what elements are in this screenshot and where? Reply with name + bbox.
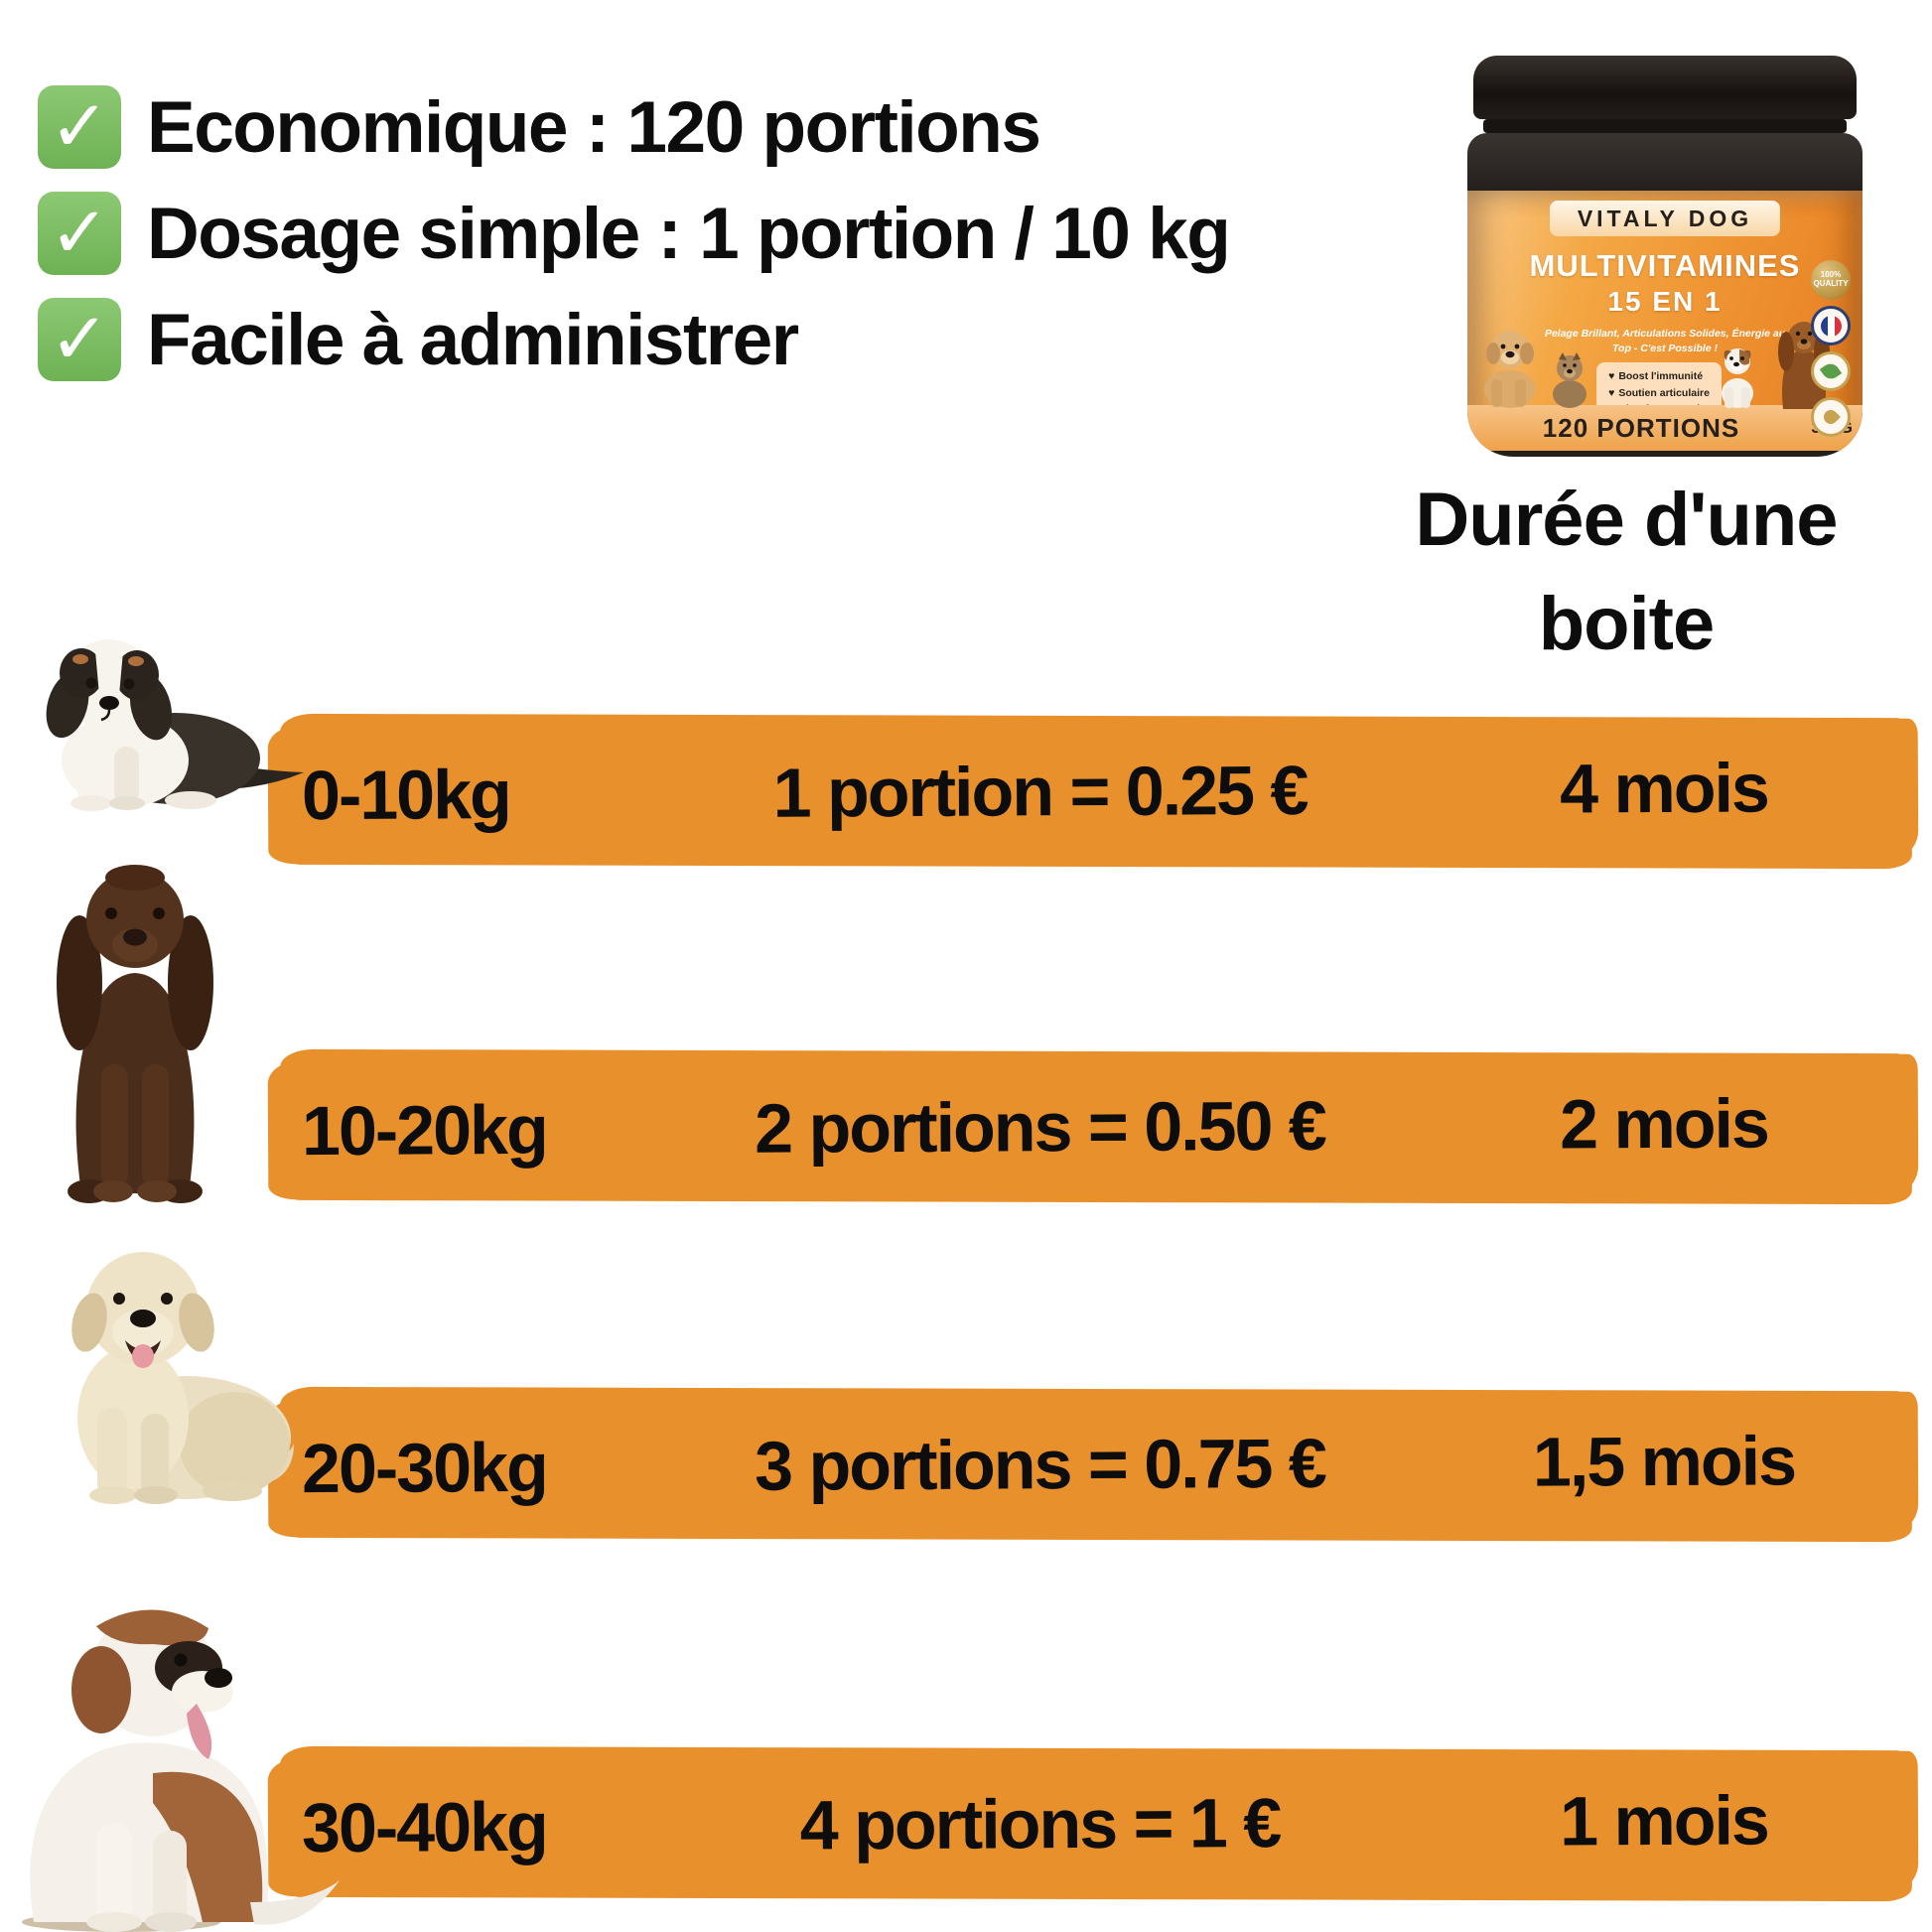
portions-count: 120 PORTIONS — [1542, 412, 1740, 443]
weight-range: 20-30kg — [301, 1428, 547, 1508]
benefit-text: Facile à administrer — [147, 299, 799, 380]
gold-seal-badge-icon — [1811, 397, 1851, 437]
green-check-icon: ✓ — [38, 85, 121, 169]
box-duration: 1,5 mois — [1532, 1422, 1796, 1501]
benefit-item: ✓ Facile à administrer — [38, 296, 1229, 383]
natural-leaf-badge-icon — [1811, 351, 1851, 391]
product-subtitle: 15 EN 1 — [1607, 286, 1723, 317]
weight-range: 10-20kg — [301, 1090, 547, 1171]
benefits-list: ✓ Economique : 120 portions ✓ Dosage sim… — [38, 83, 1231, 402]
label-bottom-band: 120 PORTIONS 300G — [1467, 405, 1863, 451]
duration-heading-line1: Durée d'une — [1415, 478, 1838, 562]
green-check-icon: ✓ — [38, 192, 121, 275]
benefit-text: Economique : 120 portions — [147, 86, 1041, 168]
cavalier-king-charles-photo — [46, 639, 304, 811]
product-jar-image: VITALY DOG MULTIVITAMINES 15 EN 1 Pelage… — [1467, 52, 1866, 461]
yorkshire-terrier-icon — [1553, 352, 1587, 408]
portion-cost: 2 portions = 0.50 € — [754, 1086, 1326, 1168]
duration-heading-line2: boite — [1538, 581, 1716, 666]
jar-body: VITALY DOG MULTIVITAMINES 15 EN 1 Pelage… — [1467, 133, 1863, 457]
dosage-row-10-20kg: 10-20kg 2 portions = 0.50 € 2 mois — [267, 1053, 1919, 1200]
tagline-line2: Top - C'est Possible ! — [1612, 342, 1718, 354]
box-duration: 4 mois — [1559, 749, 1769, 828]
heart-bullet-icon: ♥ — [1608, 370, 1615, 383]
portion-cost: 4 portions = 1 € — [799, 1784, 1281, 1864]
french-flag-icon — [1820, 315, 1842, 337]
dosage-row-20-30kg: 20-30kg 3 portions = 0.75 € 1,5 mois — [267, 1391, 1919, 1538]
benefit-item: ✓ Economique : 120 portions — [38, 83, 1229, 171]
product-title: MULTIVITAMINES — [1529, 248, 1801, 283]
feature-text: Soutien articulaire — [1618, 386, 1710, 399]
france-flag-badge-icon — [1811, 306, 1851, 345]
weight-range: 0-10kg — [301, 756, 511, 835]
weight-range: 30-40kg — [301, 1787, 547, 1867]
product-tagline: Pelage Brillant, Articulations Solides, … — [1545, 327, 1785, 355]
benefit-text: Dosage simple : 1 portion / 10 kg — [147, 193, 1231, 274]
feature-text: Boost l'immunité — [1618, 370, 1704, 383]
benefit-item: ✓ Dosage simple : 1 portion / 10 kg — [38, 190, 1231, 277]
jar-lid-lip — [1483, 119, 1847, 133]
duration-heading: Durée d'une boite — [1320, 469, 1932, 677]
box-duration: 1 mois — [1559, 1781, 1769, 1861]
portion-cost: 1 portion = 0.25 € — [772, 751, 1308, 832]
feature-line: ♥ Boost l'immunité — [1608, 368, 1710, 384]
label-badges: 100% QUALITY — [1811, 260, 1851, 437]
jar-lid — [1473, 56, 1857, 119]
heart-bullet-icon: ♥ — [1608, 386, 1615, 399]
golden-retriever-icon — [1484, 331, 1536, 408]
green-check-icon: ✓ — [38, 298, 121, 381]
brand-banner: VITALY DOG — [1550, 201, 1780, 236]
dosage-row-0-10kg: 0-10kg 1 portion = 0.25 € 4 mois — [267, 718, 1919, 865]
premium-quality-badge-icon: 100% QUALITY — [1811, 260, 1851, 300]
cream-labrador-photo — [71, 1252, 294, 1504]
tagline-line1: Pelage Brillant, Articulations Solides, … — [1544, 328, 1786, 340]
feature-line: ♥ Soutien articulaire — [1608, 385, 1710, 401]
portion-cost: 3 portions = 0.75 € — [754, 1424, 1326, 1505]
saint-bernard-photo — [22, 1609, 340, 1932]
brown-cocker-spaniel-photo — [57, 865, 213, 1203]
jar-label: VITALY DOG MULTIVITAMINES 15 EN 1 Pelage… — [1467, 191, 1863, 451]
dosage-row-30-40kg: 30-40kg 4 portions = 1 € 1 mois — [267, 1750, 1919, 1897]
jack-russell-icon — [1722, 348, 1753, 408]
box-duration: 2 mois — [1559, 1084, 1769, 1164]
